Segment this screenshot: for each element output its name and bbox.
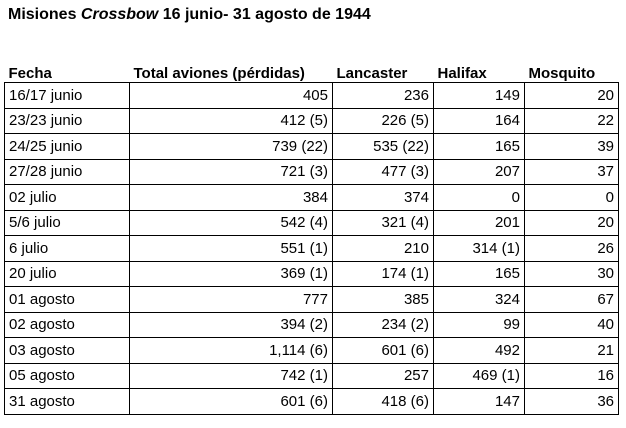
date-cell: 31 agosto	[4, 388, 130, 415]
mosquito-cell: 37	[524, 158, 619, 185]
total-cell: 405	[129, 82, 333, 109]
halifax-cell: 314 (1)	[433, 235, 525, 262]
halifax-cell: 469 (1)	[433, 362, 525, 389]
date-cell: 23/23 junio	[4, 107, 130, 134]
lancaster-cell: 321 (4)	[332, 209, 434, 236]
date-cell: 5/6 julio	[4, 209, 130, 236]
total-cell: 739 (22)	[129, 133, 333, 160]
lancaster-cell: 385	[332, 286, 434, 313]
lancaster-cell: 374	[332, 184, 434, 211]
total-cell: 394 (2)	[129, 311, 333, 338]
total-cell: 551 (1)	[129, 235, 333, 262]
lancaster-cell: 236	[332, 82, 434, 109]
total-cell: 601 (6)	[129, 388, 333, 415]
halifax-cell: 324	[433, 286, 525, 313]
header-row: Fecha Total aviones (pérdidas) Lancaster…	[5, 60, 619, 83]
lancaster-cell: 601 (6)	[332, 337, 434, 364]
column-header-mosquito: Mosquito	[528, 65, 596, 82]
lancaster-cell: 210	[332, 235, 434, 262]
table-row: 02 julio 384 374 0 0	[4, 184, 619, 211]
total-cell: 542 (4)	[129, 209, 333, 236]
column-header-fecha: Fecha	[8, 65, 52, 82]
mosquito-cell: 21	[524, 337, 619, 364]
halifax-cell: 99	[433, 311, 525, 338]
halifax-cell: 0	[433, 184, 525, 211]
mosquito-cell: 0	[524, 184, 619, 211]
date-cell: 24/25 junio	[4, 133, 130, 160]
halifax-cell: 165	[433, 133, 525, 160]
table-body: 16/17 junio 405 236 149 20 23/23 junio 412 (5)…	[4, 82, 619, 415]
halifax-cell: 492	[433, 337, 525, 364]
table-row: 23/23 junio 412 (5) 226 (5) 164 22	[4, 107, 619, 134]
total-cell: 721 (3)	[129, 158, 333, 185]
mosquito-cell: 16	[524, 362, 619, 389]
table-row: 5/6 julio 542 (4) 321 (4) 201 20	[4, 209, 619, 236]
date-cell: 27/28 junio	[4, 158, 130, 185]
lancaster-cell: 535 (22)	[332, 133, 434, 160]
lancaster-cell: 234 (2)	[332, 311, 434, 338]
date-cell: 02 julio	[4, 184, 130, 211]
total-cell: 384	[129, 184, 333, 211]
halifax-cell: 201	[433, 209, 525, 236]
table-row: 03 agosto 1,114 (6) 601 (6) 492 21	[4, 337, 619, 364]
table-row: 16/17 junio 405 236 149 20	[4, 82, 619, 109]
total-cell: 369 (1)	[129, 260, 333, 287]
title-prefix: Misiones	[8, 6, 81, 23]
table-row: 24/25 junio 739 (22) 535 (22) 165 39	[4, 133, 619, 160]
document-title: Misiones Crossbow 16 junio- 31 agosto de…	[8, 6, 371, 24]
date-cell: 05 agosto	[4, 362, 130, 389]
mosquito-cell: 39	[524, 133, 619, 160]
lancaster-cell: 418 (6)	[332, 388, 434, 415]
date-cell: 16/17 junio	[4, 82, 130, 109]
total-cell: 777	[129, 286, 333, 313]
halifax-cell: 147	[433, 388, 525, 415]
mosquito-cell: 30	[524, 260, 619, 287]
table-row: 6 julio 551 (1) 210 314 (1) 26	[4, 235, 619, 262]
halifax-cell: 207	[433, 158, 525, 185]
mosquito-cell: 36	[524, 388, 619, 415]
halifax-cell: 165	[433, 260, 525, 287]
date-cell: 01 agosto	[4, 286, 130, 313]
table-row: 27/28 junio 721 (3) 477 (3) 207 37	[4, 158, 619, 185]
missions-table: Fecha Total aviones (pérdidas) Lancaster…	[4, 60, 619, 415]
column-header-lancaster: Lancaster	[336, 65, 408, 82]
lancaster-cell: 226 (5)	[332, 107, 434, 134]
lancaster-cell: 174 (1)	[332, 260, 434, 287]
total-cell: 1,114 (6)	[129, 337, 333, 364]
title-suffix: 16 junio- 31 agosto de 1944	[158, 6, 371, 23]
table-row: 31 agosto 601 (6) 418 (6) 147 36	[4, 388, 619, 415]
date-cell: 02 agosto	[4, 311, 130, 338]
lancaster-cell: 257	[332, 362, 434, 389]
table-row: 02 agosto 394 (2) 234 (2) 99 40	[4, 311, 619, 338]
halifax-cell: 164	[433, 107, 525, 134]
column-header-halifax: Halifax	[437, 65, 487, 82]
total-cell: 412 (5)	[129, 107, 333, 134]
mosquito-cell: 20	[524, 82, 619, 109]
mosquito-cell: 26	[524, 235, 619, 262]
mosquito-cell: 67	[524, 286, 619, 313]
mosquito-cell: 20	[524, 209, 619, 236]
total-cell: 742 (1)	[129, 362, 333, 389]
table-row: 20 julio 369 (1) 174 (1) 165 30	[4, 260, 619, 287]
lancaster-cell: 477 (3)	[332, 158, 434, 185]
table-row: 01 agosto 777 385 324 67	[4, 286, 619, 313]
date-cell: 6 julio	[4, 235, 130, 262]
column-header-total: Total aviones (pérdidas)	[133, 65, 305, 82]
title-italic: Crossbow	[80, 6, 159, 23]
table-row: 05 agosto 742 (1) 257 469 (1) 16	[4, 362, 619, 389]
halifax-cell: 149	[433, 82, 525, 109]
date-cell: 03 agosto	[4, 337, 130, 364]
mosquito-cell: 22	[524, 107, 619, 134]
date-cell: 20 julio	[4, 260, 130, 287]
mosquito-cell: 40	[524, 311, 619, 338]
